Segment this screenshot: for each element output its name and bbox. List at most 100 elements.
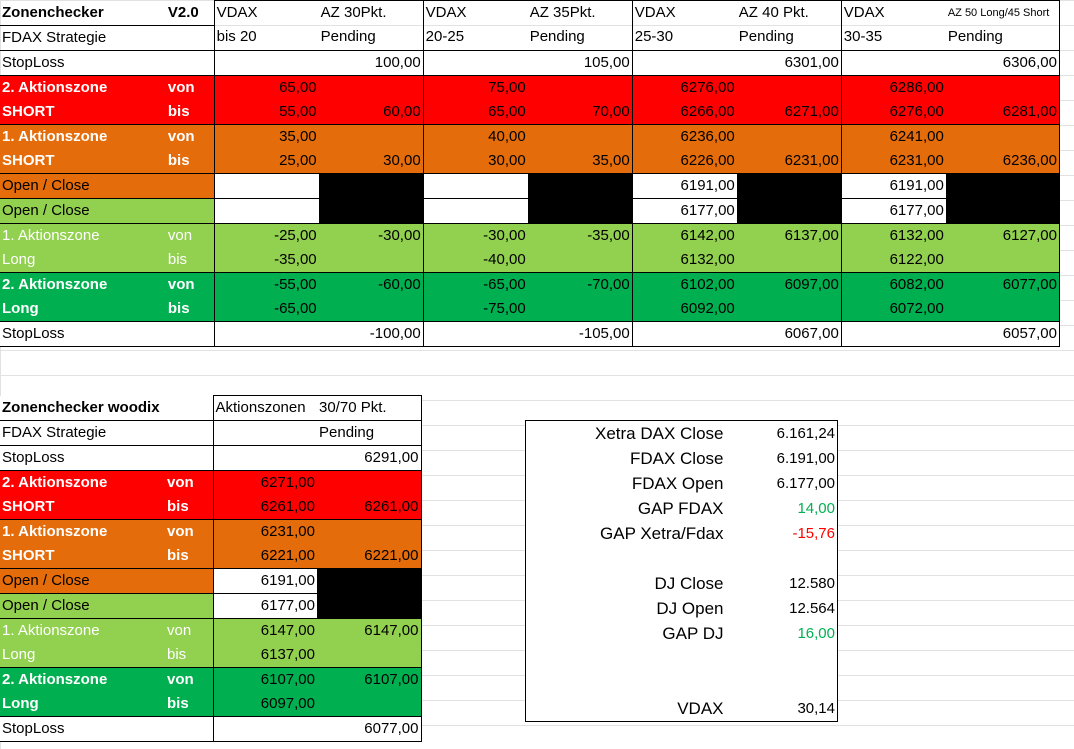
- cell[interactable]: 6077,00: [317, 716, 422, 742]
- cell[interactable]: -35,00: [527, 223, 633, 248]
- cell[interactable]: 6177,00: [632, 198, 737, 224]
- cell[interactable]: -75,00: [423, 296, 528, 322]
- summary-label[interactable]: [525, 546, 726, 571]
- cell[interactable]: [213, 198, 319, 224]
- cell[interactable]: [423, 173, 528, 199]
- cell[interactable]: 30,00: [423, 148, 528, 174]
- summary-label[interactable]: [525, 646, 726, 671]
- summary-label[interactable]: DJ Close: [525, 571, 726, 596]
- header-az-3[interactable]: AZ 40 Pkt.: [736, 0, 842, 25]
- cell[interactable]: [632, 50, 737, 76]
- row-label[interactable]: Long: [0, 692, 165, 717]
- von-label[interactable]: von: [165, 519, 213, 544]
- black-cell[interactable]: [736, 198, 842, 224]
- bis-label[interactable]: bis: [165, 148, 215, 174]
- header-vdax-3[interactable]: VDAX: [632, 0, 737, 25]
- stoploss-label[interactable]: StopLoss: [0, 321, 166, 347]
- cell[interactable]: 6107,00: [317, 667, 422, 692]
- row-label[interactable]: SHORT: [0, 148, 166, 174]
- cell[interactable]: [213, 321, 319, 347]
- cell[interactable]: -40,00: [423, 247, 528, 273]
- row-label[interactable]: 2. Aktionszone: [0, 75, 166, 100]
- woodix-pending[interactable]: Pending: [317, 420, 422, 446]
- cell[interactable]: [945, 124, 1060, 149]
- cell[interactable]: 6177,00: [841, 198, 946, 224]
- header-vdax-4[interactable]: VDAX: [841, 0, 946, 25]
- row-label[interactable]: Long: [0, 643, 165, 668]
- cell[interactable]: 6122,00: [841, 247, 946, 273]
- version-cell[interactable]: V2.0: [165, 0, 215, 26]
- cell[interactable]: 6132,00: [632, 247, 737, 273]
- cell[interactable]: 55,00: [213, 99, 319, 125]
- bis-label[interactable]: bis: [165, 643, 213, 668]
- cell[interactable]: -65,00: [423, 272, 528, 297]
- cell[interactable]: -100,00: [318, 321, 424, 347]
- cell[interactable]: [423, 321, 528, 347]
- woodix-header-a[interactable]: Aktionszonen: [212, 395, 317, 421]
- summary-label[interactable]: DJ Open: [525, 596, 726, 621]
- cell[interactable]: [736, 75, 842, 100]
- row-label[interactable]: 1. Aktionszone: [0, 519, 165, 544]
- black-cell[interactable]: [945, 173, 1060, 199]
- open-close-label[interactable]: Open / Close: [0, 568, 213, 594]
- summary-label[interactable]: [525, 671, 726, 696]
- cell[interactable]: 30,00: [318, 148, 424, 174]
- cell[interactable]: 6231,00: [736, 148, 842, 174]
- cell[interactable]: 70,00: [527, 99, 633, 125]
- cell[interactable]: [213, 50, 319, 76]
- stoploss-label[interactable]: StopLoss: [0, 716, 165, 742]
- cell[interactable]: 6142,00: [632, 223, 737, 248]
- row-label[interactable]: Long: [0, 296, 166, 322]
- summary-value[interactable]: 6.177,00: [725, 471, 838, 496]
- cell[interactable]: 6266,00: [632, 99, 737, 125]
- cell[interactable]: -105,00: [527, 321, 633, 347]
- black-cell[interactable]: [736, 173, 842, 199]
- header-vdax-2[interactable]: VDAX: [423, 0, 528, 25]
- summary-value[interactable]: 12.564: [725, 596, 838, 621]
- stoploss-label[interactable]: StopLoss: [0, 445, 165, 471]
- summary-label[interactable]: VDAX: [525, 696, 726, 722]
- cell[interactable]: 6191,00: [841, 173, 946, 199]
- cell[interactable]: 6271,00: [212, 470, 317, 495]
- von-label[interactable]: von: [165, 272, 215, 297]
- woodix-header-b[interactable]: 30/70 Pkt.: [317, 395, 422, 421]
- cell[interactable]: [945, 247, 1060, 273]
- bis-label[interactable]: bis: [165, 495, 213, 520]
- cell[interactable]: [736, 296, 842, 322]
- bis-label[interactable]: bis: [165, 99, 215, 125]
- cell[interactable]: [318, 296, 424, 322]
- cell[interactable]: 6107,00: [212, 667, 317, 692]
- cell[interactable]: 6306,00: [945, 50, 1060, 76]
- row-label[interactable]: 2. Aktionszone: [0, 272, 166, 297]
- von-label[interactable]: von: [165, 470, 213, 495]
- cell[interactable]: [841, 321, 946, 347]
- black-cell[interactable]: [317, 593, 422, 619]
- von-label[interactable]: von: [165, 75, 215, 100]
- row-label[interactable]: 2. Aktionszone: [0, 667, 165, 692]
- summary-value[interactable]: 12.580: [725, 571, 838, 596]
- black-cell[interactable]: [318, 198, 424, 224]
- cell[interactable]: 65,00: [423, 99, 528, 125]
- cell[interactable]: 25,00: [213, 148, 319, 174]
- cell[interactable]: -60,00: [318, 272, 424, 297]
- cell[interactable]: 6082,00: [841, 272, 946, 297]
- cell[interactable]: 6241,00: [841, 124, 946, 149]
- cell[interactable]: 6072,00: [841, 296, 946, 322]
- open-close-label[interactable]: Open / Close: [0, 173, 215, 199]
- header-pending-1[interactable]: Pending: [318, 25, 424, 51]
- cell[interactable]: 6301,00: [736, 50, 842, 76]
- cell[interactable]: [527, 247, 633, 273]
- header-pending-3[interactable]: Pending: [736, 25, 842, 51]
- summary-label[interactable]: FDAX Open: [525, 471, 726, 496]
- cell[interactable]: [212, 716, 317, 742]
- cell[interactable]: 35,00: [213, 124, 319, 149]
- cell[interactable]: [632, 321, 737, 347]
- summary-value[interactable]: [725, 671, 838, 696]
- cell[interactable]: 6281,00: [945, 99, 1060, 125]
- cell[interactable]: 6132,00: [841, 223, 946, 248]
- summary-value[interactable]: [725, 546, 838, 571]
- cell[interactable]: 6191,00: [632, 173, 737, 199]
- summary-label[interactable]: Xetra DAX Close: [525, 420, 726, 446]
- cell[interactable]: 6221,00: [212, 544, 317, 569]
- summary-value[interactable]: 30,14: [725, 696, 838, 722]
